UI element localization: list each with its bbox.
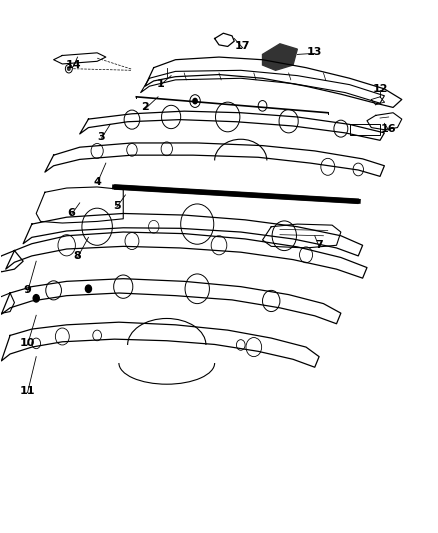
Text: 8: 8 (74, 251, 81, 261)
Text: 17: 17 (235, 42, 251, 52)
Text: 2: 2 (141, 102, 149, 112)
Text: 11: 11 (20, 386, 35, 396)
Polygon shape (262, 44, 297, 70)
Circle shape (85, 285, 92, 293)
Text: 5: 5 (113, 200, 120, 211)
Text: 9: 9 (24, 285, 32, 295)
Circle shape (33, 295, 39, 302)
Text: 1: 1 (156, 78, 164, 88)
Text: 6: 6 (67, 208, 75, 219)
Text: 4: 4 (93, 176, 101, 187)
Text: 10: 10 (20, 338, 35, 349)
Text: 13: 13 (307, 47, 322, 56)
Text: 7: 7 (315, 240, 323, 251)
Text: 16: 16 (381, 124, 396, 134)
Polygon shape (115, 185, 358, 204)
Text: 14: 14 (65, 60, 81, 70)
Circle shape (193, 99, 197, 104)
Circle shape (67, 67, 70, 70)
Text: 3: 3 (98, 132, 105, 142)
Text: 12: 12 (372, 84, 388, 94)
